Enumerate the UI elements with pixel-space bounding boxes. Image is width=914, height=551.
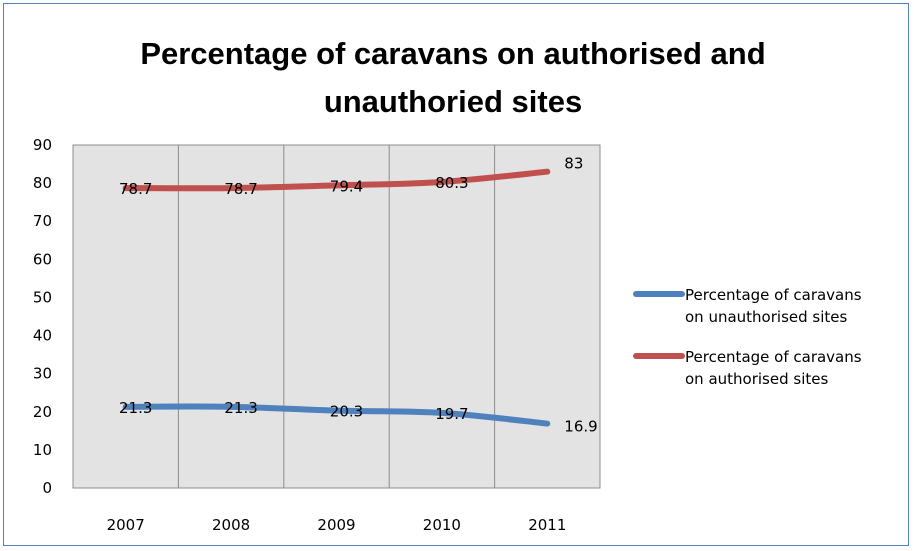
data-label: 83	[564, 155, 583, 173]
series-line-2	[122, 168, 551, 192]
plot-area	[72, 144, 601, 489]
y-tick-label: 0	[42, 479, 52, 497]
data-label: 80.3	[435, 174, 468, 192]
y-tick-label: 90	[33, 136, 52, 154]
data-label: 19.7	[435, 405, 468, 423]
data-label: 78.7	[224, 180, 257, 198]
y-tick-label: 30	[33, 365, 52, 383]
y-tick-label: 50	[33, 288, 52, 306]
data-label: 20.3	[330, 403, 363, 421]
data-label: 21.3	[119, 399, 152, 417]
chart-title-line-1: Percentage of caravans on authorised and	[140, 36, 766, 71]
legend-label: Percentage of caravans	[685, 286, 862, 304]
y-tick-label: 70	[33, 212, 52, 230]
data-label: 16.9	[564, 418, 597, 436]
legend-label: Percentage of caravans	[685, 348, 862, 366]
y-tick-label: 80	[33, 174, 52, 192]
series-line-1	[122, 403, 551, 427]
data-label: 79.4	[330, 177, 363, 195]
y-tick-label: 60	[33, 250, 52, 268]
chart-title: Percentage of caravans on authorised and…	[0, 30, 906, 126]
x-tick-label: 2009	[317, 516, 355, 534]
data-label: 21.3	[224, 399, 257, 417]
y-tick-label: 10	[33, 441, 52, 459]
x-tick-label: 2008	[212, 516, 250, 534]
x-tick-label: 2010	[423, 516, 461, 534]
y-tick-label: 20	[33, 403, 52, 421]
y-tick-label: 40	[33, 327, 52, 345]
x-tick-label: 2011	[528, 516, 566, 534]
legend-label: on unauthorised sites	[685, 308, 847, 326]
data-label: 78.7	[119, 180, 152, 198]
x-tick-label: 2007	[107, 516, 145, 534]
chart-title-line-2: unauthoried sites	[323, 84, 583, 119]
legend-label: on authorised sites	[685, 370, 828, 388]
